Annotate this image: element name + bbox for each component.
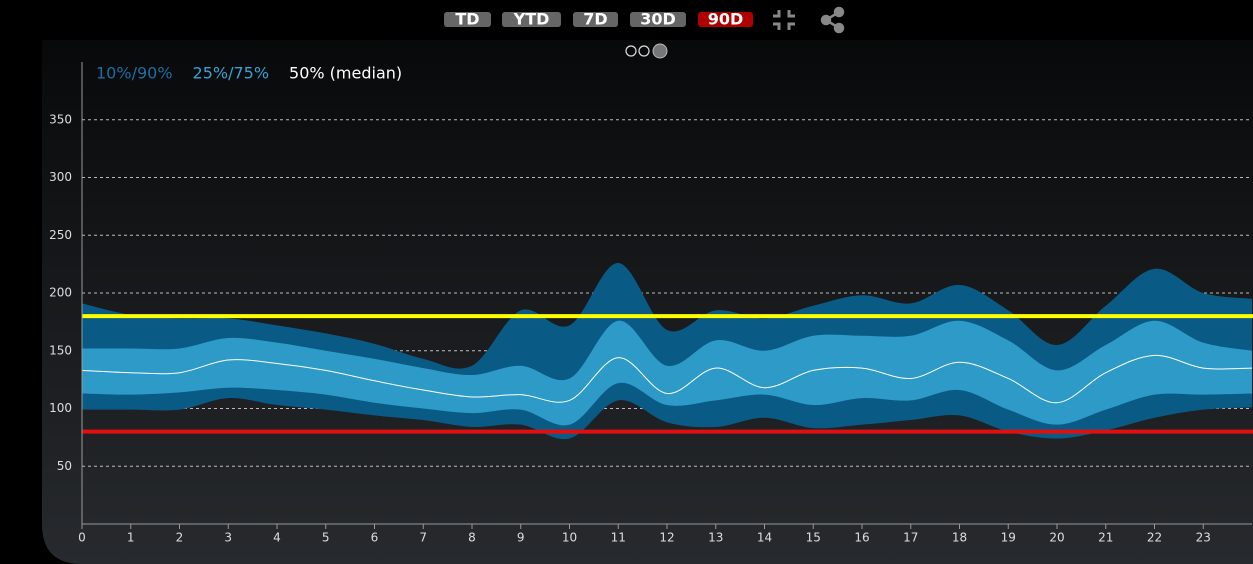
page-dots bbox=[625, 43, 668, 59]
median-line bbox=[81, 354, 1253, 404]
x-tick-label: 15 bbox=[806, 531, 821, 545]
range-button-label[interactable]: 90D bbox=[708, 10, 744, 29]
range-button[interactable] bbox=[630, 12, 686, 27]
share-icon[interactable] bbox=[820, 6, 845, 34]
y-tick-label: 50 bbox=[57, 459, 72, 473]
y-tick-label: 200 bbox=[49, 286, 72, 300]
legend-label: 50% (median) bbox=[289, 64, 402, 83]
x-tick-label: 1 bbox=[127, 531, 135, 545]
range-button[interactable] bbox=[573, 12, 618, 27]
range-button-label[interactable]: 7D bbox=[583, 10, 607, 29]
y-tick-label: 350 bbox=[49, 112, 72, 126]
y-tick-label: 100 bbox=[49, 401, 72, 415]
x-tick-label: 12 bbox=[659, 531, 674, 545]
range-button-label[interactable]: YTD bbox=[513, 10, 550, 29]
x-tick-label: 3 bbox=[224, 531, 232, 545]
x-tick-label: 7 bbox=[419, 531, 427, 545]
percentile-band bbox=[82, 320, 1252, 426]
y-tick-label: 300 bbox=[49, 170, 72, 184]
x-tick-label: 11 bbox=[611, 531, 626, 545]
x-tick-label: 6 bbox=[371, 531, 379, 545]
x-tick-label: 2 bbox=[176, 531, 184, 545]
y-tick-label: 150 bbox=[49, 343, 72, 357]
x-tick-label: 21 bbox=[1098, 531, 1113, 545]
x-tick-label: 10 bbox=[562, 531, 577, 545]
x-tick-label: 23 bbox=[1196, 531, 1211, 545]
range-button-label[interactable]: TD bbox=[455, 10, 479, 29]
x-tick-label: 14 bbox=[757, 531, 772, 545]
x-tick-label: 13 bbox=[708, 531, 723, 545]
range-button[interactable] bbox=[502, 12, 561, 27]
x-tick-label: 20 bbox=[1049, 531, 1064, 545]
range-button[interactable] bbox=[698, 12, 753, 27]
x-tick-label: 17 bbox=[903, 531, 918, 545]
chart-panel bbox=[42, 40, 1253, 564]
collapse-icon[interactable] bbox=[773, 10, 795, 30]
x-tick-label: 4 bbox=[273, 531, 281, 545]
x-tick-label: 9 bbox=[517, 531, 525, 545]
x-tick-label: 18 bbox=[952, 531, 967, 545]
x-tick-label: 22 bbox=[1147, 531, 1162, 545]
x-tick-label: 5 bbox=[322, 531, 330, 545]
y-tick-label: 250 bbox=[49, 228, 72, 242]
x-tick-label: 0 bbox=[78, 531, 86, 545]
x-tick-label: 16 bbox=[854, 531, 869, 545]
legend-label: 25%/75% bbox=[193, 64, 270, 83]
range-button[interactable] bbox=[444, 12, 491, 27]
range-button-label[interactable]: 30D bbox=[640, 10, 676, 29]
x-tick-label: 19 bbox=[1001, 531, 1016, 545]
x-tick-label: 8 bbox=[468, 531, 476, 545]
legend-label: 10%/90% bbox=[96, 64, 173, 83]
